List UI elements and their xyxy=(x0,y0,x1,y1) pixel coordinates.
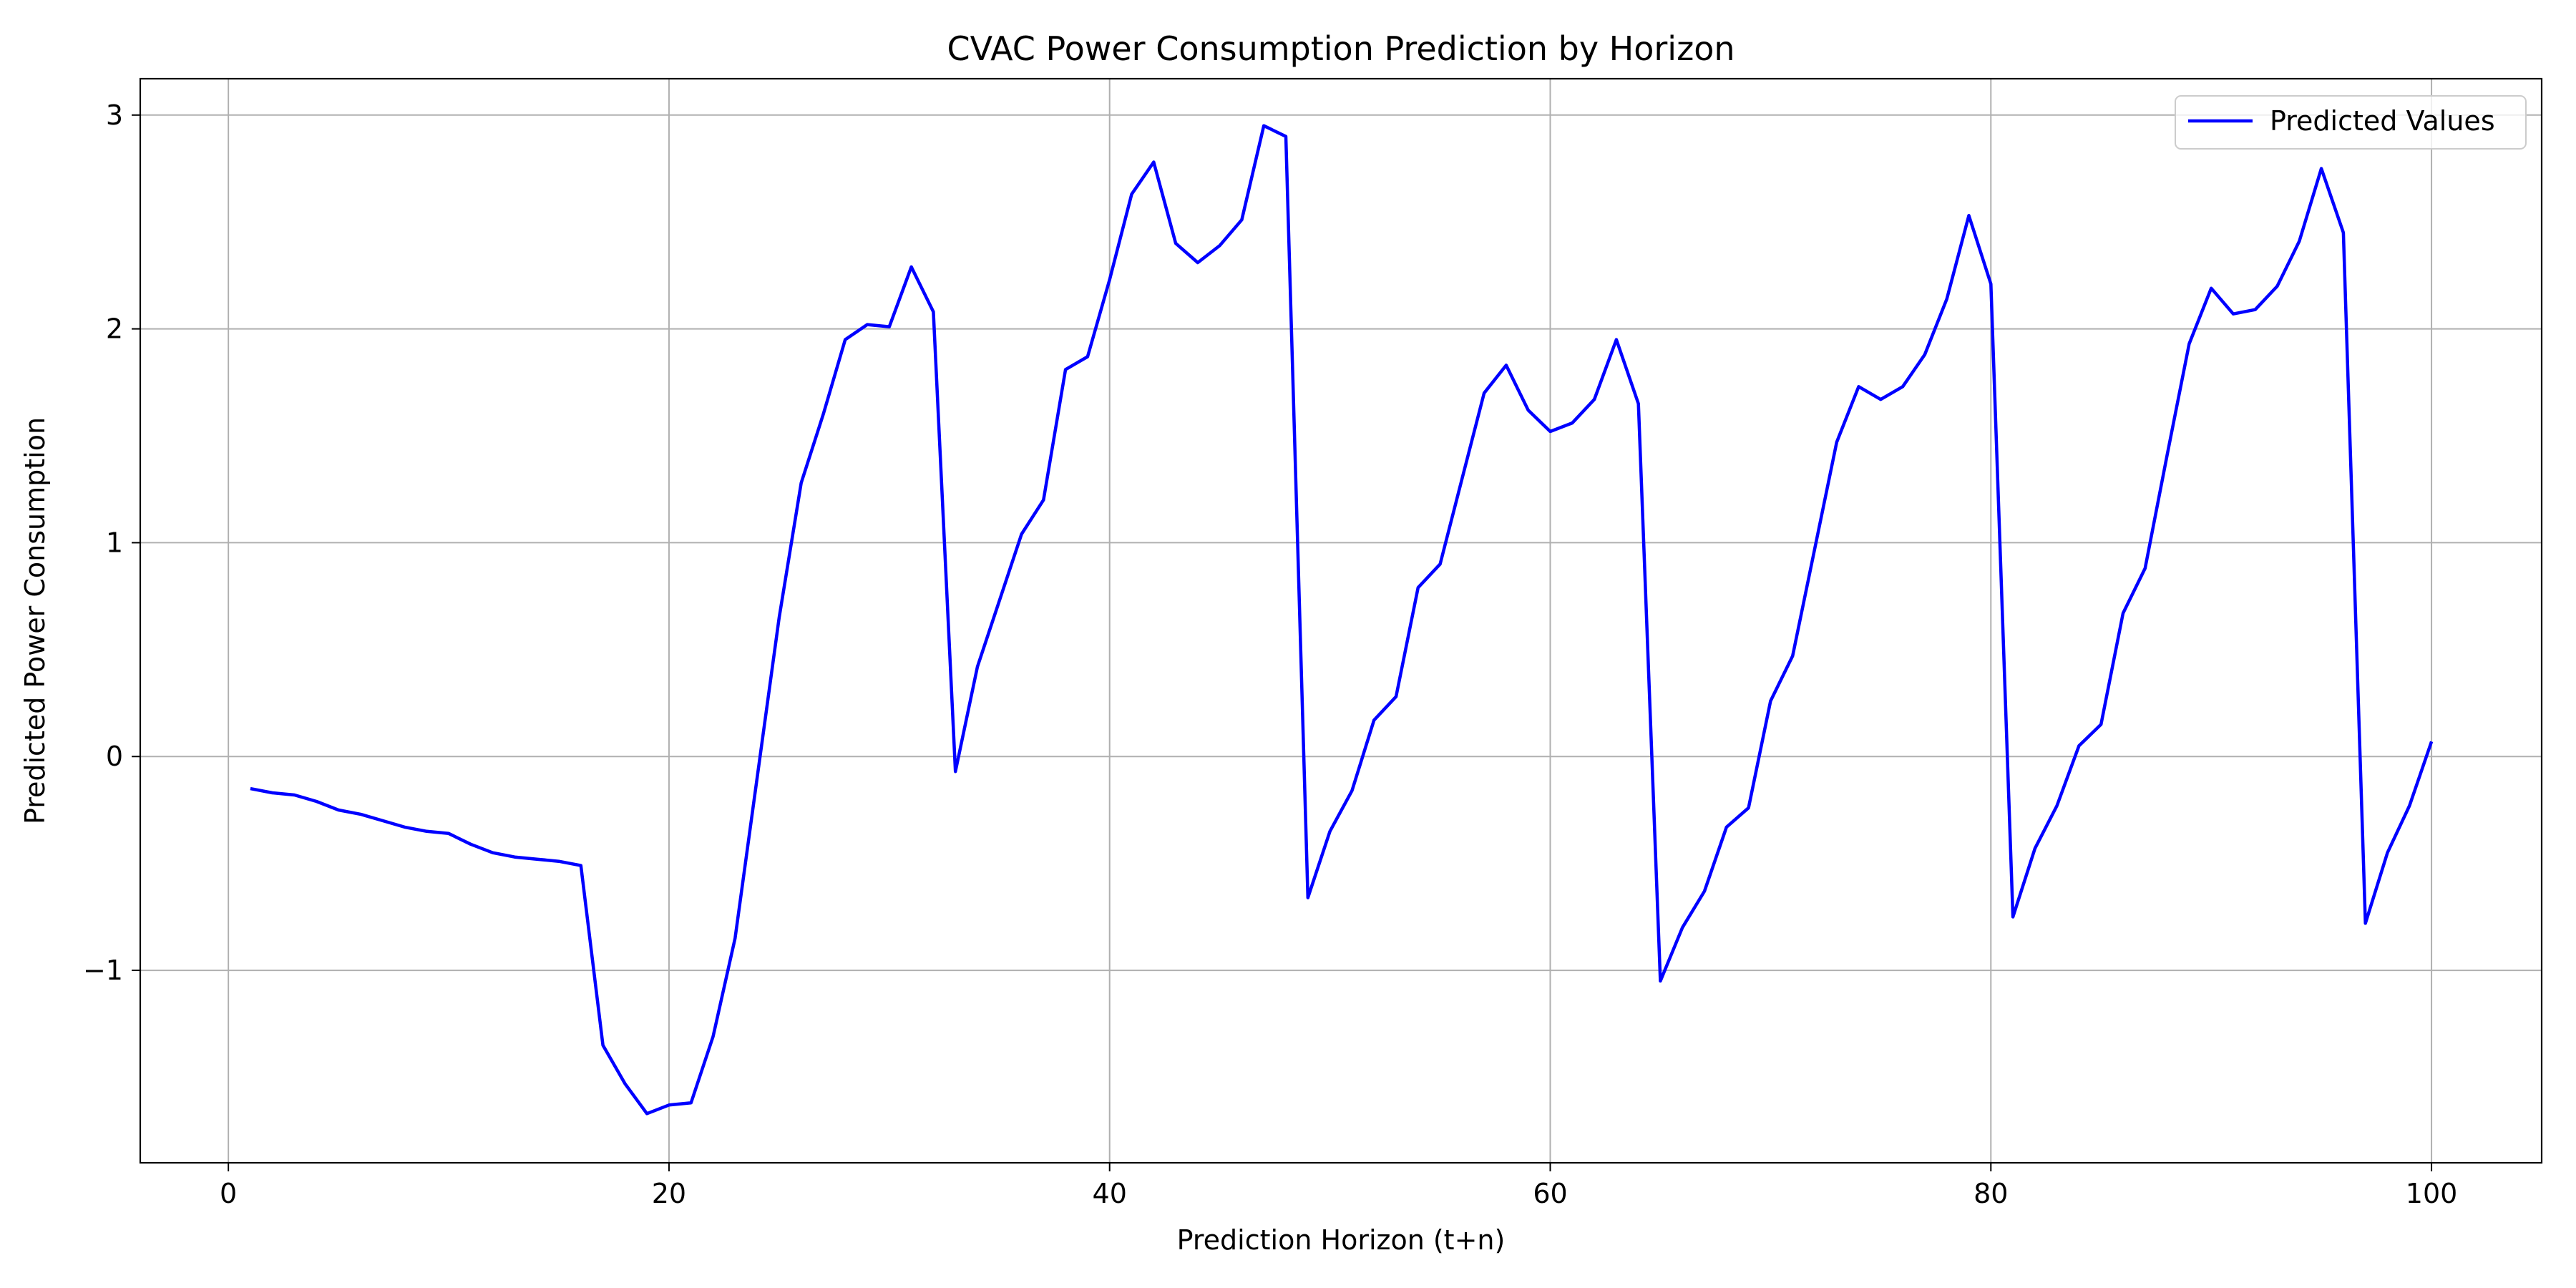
x-tick-label: 60 xyxy=(1533,1178,1567,1209)
y-tick-label: 3 xyxy=(106,99,123,131)
legend-box xyxy=(2175,95,2527,150)
y-tick-label: 2 xyxy=(106,313,123,345)
x-tick-label: 20 xyxy=(652,1178,686,1209)
y-axis-ticks: −1 0 1 2 3 xyxy=(83,99,140,986)
series-line-predicted-values xyxy=(250,124,2434,1116)
x-tick-label: 100 xyxy=(2406,1178,2458,1209)
x-tick-label: 80 xyxy=(1974,1178,2008,1209)
grid xyxy=(140,79,2542,1163)
plot-frame xyxy=(139,77,2543,1164)
x-axis-ticks: 0 20 40 60 80 100 xyxy=(220,1163,2457,1209)
x-axis-label: Prediction Horizon (t+n) xyxy=(1177,1224,1506,1256)
chart-title: CVAC Power Consumption Prediction by Hor… xyxy=(947,29,1735,68)
x-tick-label: 0 xyxy=(220,1178,237,1209)
y-axis-label: Predicted Power Consumption xyxy=(19,417,51,824)
legend: Predicted Values xyxy=(2175,95,2527,150)
series-layer xyxy=(250,124,2434,1116)
legend-label-predicted-values: Predicted Values xyxy=(2270,105,2495,137)
x-tick-label: 40 xyxy=(1093,1178,1127,1209)
y-tick-label: −1 xyxy=(83,955,123,986)
y-tick-label: 1 xyxy=(106,527,123,558)
y-tick-label: 0 xyxy=(106,741,123,772)
